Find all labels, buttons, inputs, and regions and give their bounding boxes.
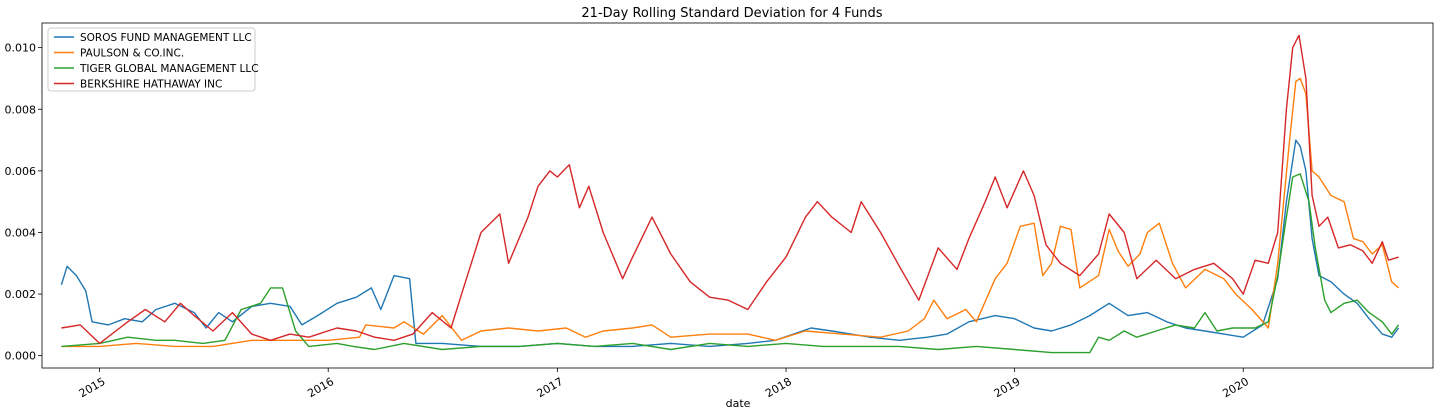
x-axis: 2015 2016 2017 2018 2019 2020 — [77, 368, 1251, 400]
x-tick-label: 2016 — [305, 375, 336, 400]
y-tick-label: 0.008 — [5, 103, 37, 116]
x-tick-label: 2018 — [763, 375, 794, 400]
y-tick-label: 0.000 — [5, 350, 37, 363]
series-line-3 — [61, 34, 1399, 345]
x-tick-label: 2015 — [77, 375, 108, 400]
plot-area — [60, 34, 1400, 354]
series-line-1 — [61, 77, 1400, 348]
x-tick-label: 2020 — [1220, 375, 1251, 400]
series-line-0 — [60, 139, 1400, 348]
y-tick-label: 0.004 — [5, 226, 37, 239]
legend-box — [47, 27, 256, 92]
x-tick-label: 2019 — [992, 375, 1023, 400]
x-tick-label: 2017 — [535, 375, 566, 400]
legend-label-0: SOROS FUND MANAGEMENT LLC — [80, 32, 252, 44]
y-tick-label: 0.002 — [5, 288, 37, 301]
legend-label-2: TIGER GLOBAL MANAGEMENT LLC — [79, 63, 259, 75]
legend-label-1: PAULSON & CO.INC. — [80, 48, 184, 60]
series-line-2 — [61, 173, 1400, 354]
y-axis: 0.000 0.002 0.004 0.006 0.008 0.010 — [5, 42, 42, 363]
y-tick-label: 0.010 — [5, 42, 37, 55]
legend: SOROS FUND MANAGEMENT LLC PAULSON & CO.IN… — [47, 27, 259, 92]
plot-frame — [41, 22, 1434, 369]
chart-title: 21-Day Rolling Standard Deviation for 4 … — [581, 6, 882, 21]
legend-label-3: BERKSHIRE HATHAWAY INC — [80, 79, 222, 91]
y-tick-label: 0.006 — [5, 165, 37, 178]
x-axis-label: date — [726, 397, 751, 410]
